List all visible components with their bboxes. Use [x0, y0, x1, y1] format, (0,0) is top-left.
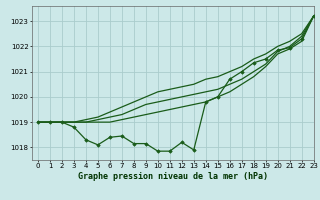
X-axis label: Graphe pression niveau de la mer (hPa): Graphe pression niveau de la mer (hPa): [78, 172, 268, 181]
